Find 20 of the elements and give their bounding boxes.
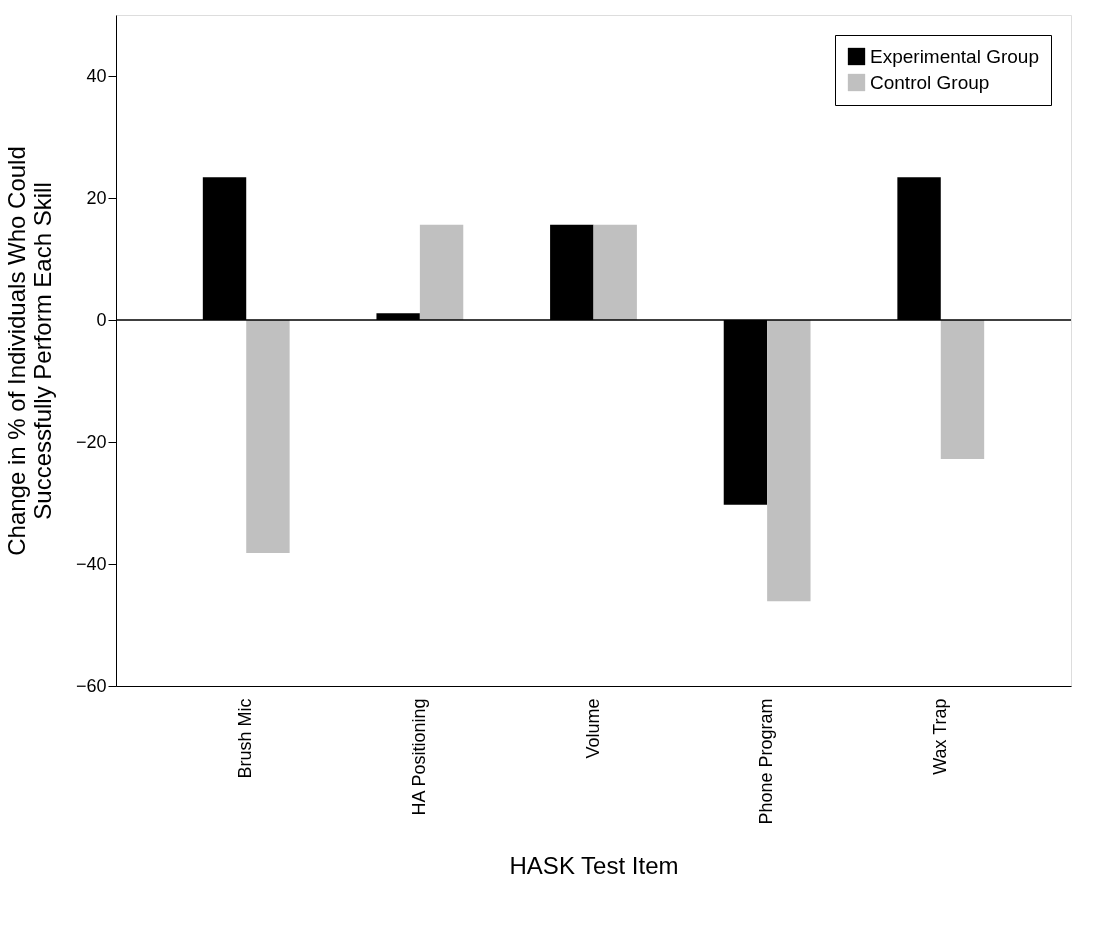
legend-label: Control Group bbox=[870, 71, 990, 93]
bar bbox=[419, 224, 464, 320]
y-tick-label: 0 bbox=[96, 309, 107, 330]
y-tick-label: −40 bbox=[75, 553, 107, 574]
bar bbox=[246, 320, 290, 554]
x-tick-label: Brush Mic bbox=[235, 698, 256, 779]
bar bbox=[593, 224, 637, 320]
bar bbox=[940, 320, 985, 460]
x-tick-label: Phone Program bbox=[756, 698, 777, 825]
legend-label: Experimental Group bbox=[870, 45, 1039, 67]
bar bbox=[767, 320, 811, 602]
y-tick-label: −20 bbox=[75, 431, 107, 452]
y-tick-label: −60 bbox=[75, 675, 107, 696]
y-tick-label: 40 bbox=[86, 65, 107, 86]
x-tick-label: Volume bbox=[582, 698, 603, 759]
x-tick-label: Wax Trap bbox=[929, 698, 950, 775]
x-axis-title: HASK Test Item bbox=[509, 851, 679, 879]
y-tick-label: 20 bbox=[86, 187, 107, 208]
y-axis-title: Change in % of Individuals Who Could Successfully Perform Each Skill bbox=[2, 146, 56, 556]
x-tick-label: HA Positioning bbox=[408, 698, 429, 816]
